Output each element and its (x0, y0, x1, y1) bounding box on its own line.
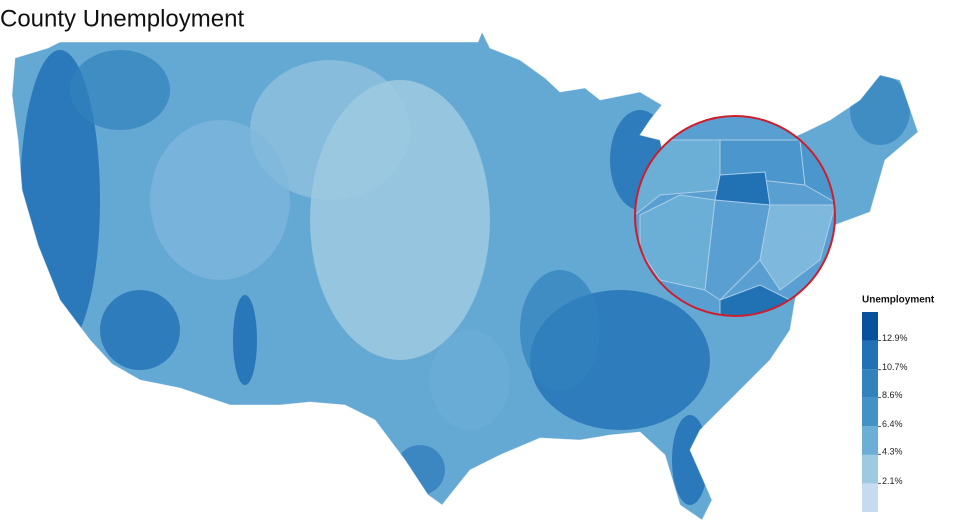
legend-tick-label: 4.3% (882, 447, 903, 457)
legend-swatch (862, 369, 878, 398)
legend-swatch (862, 340, 878, 370)
legend-swatch (862, 454, 878, 484)
legend-tick-label: 8.6% (882, 390, 903, 400)
legend-tick-label: 6.4% (882, 419, 903, 429)
legend-swatch (862, 483, 878, 512)
legend: Unemployment 2.1% 4.3% 6.4% 8.6% 10.7% 12.9% (862, 295, 935, 512)
map-title: County Unemployment (0, 5, 244, 32)
counties (12, 32, 918, 520)
legend-swatch (862, 312, 878, 341)
legend-tick-label: 12.9% (882, 333, 908, 343)
magnifier (634, 115, 836, 317)
legend-tick-label: 10.7% (882, 362, 908, 372)
legend-swatch (862, 397, 878, 427)
legend-swatch (862, 426, 878, 455)
legend-tick-label: 2.1% (882, 476, 903, 486)
legend-title: Unemployment (862, 295, 935, 306)
